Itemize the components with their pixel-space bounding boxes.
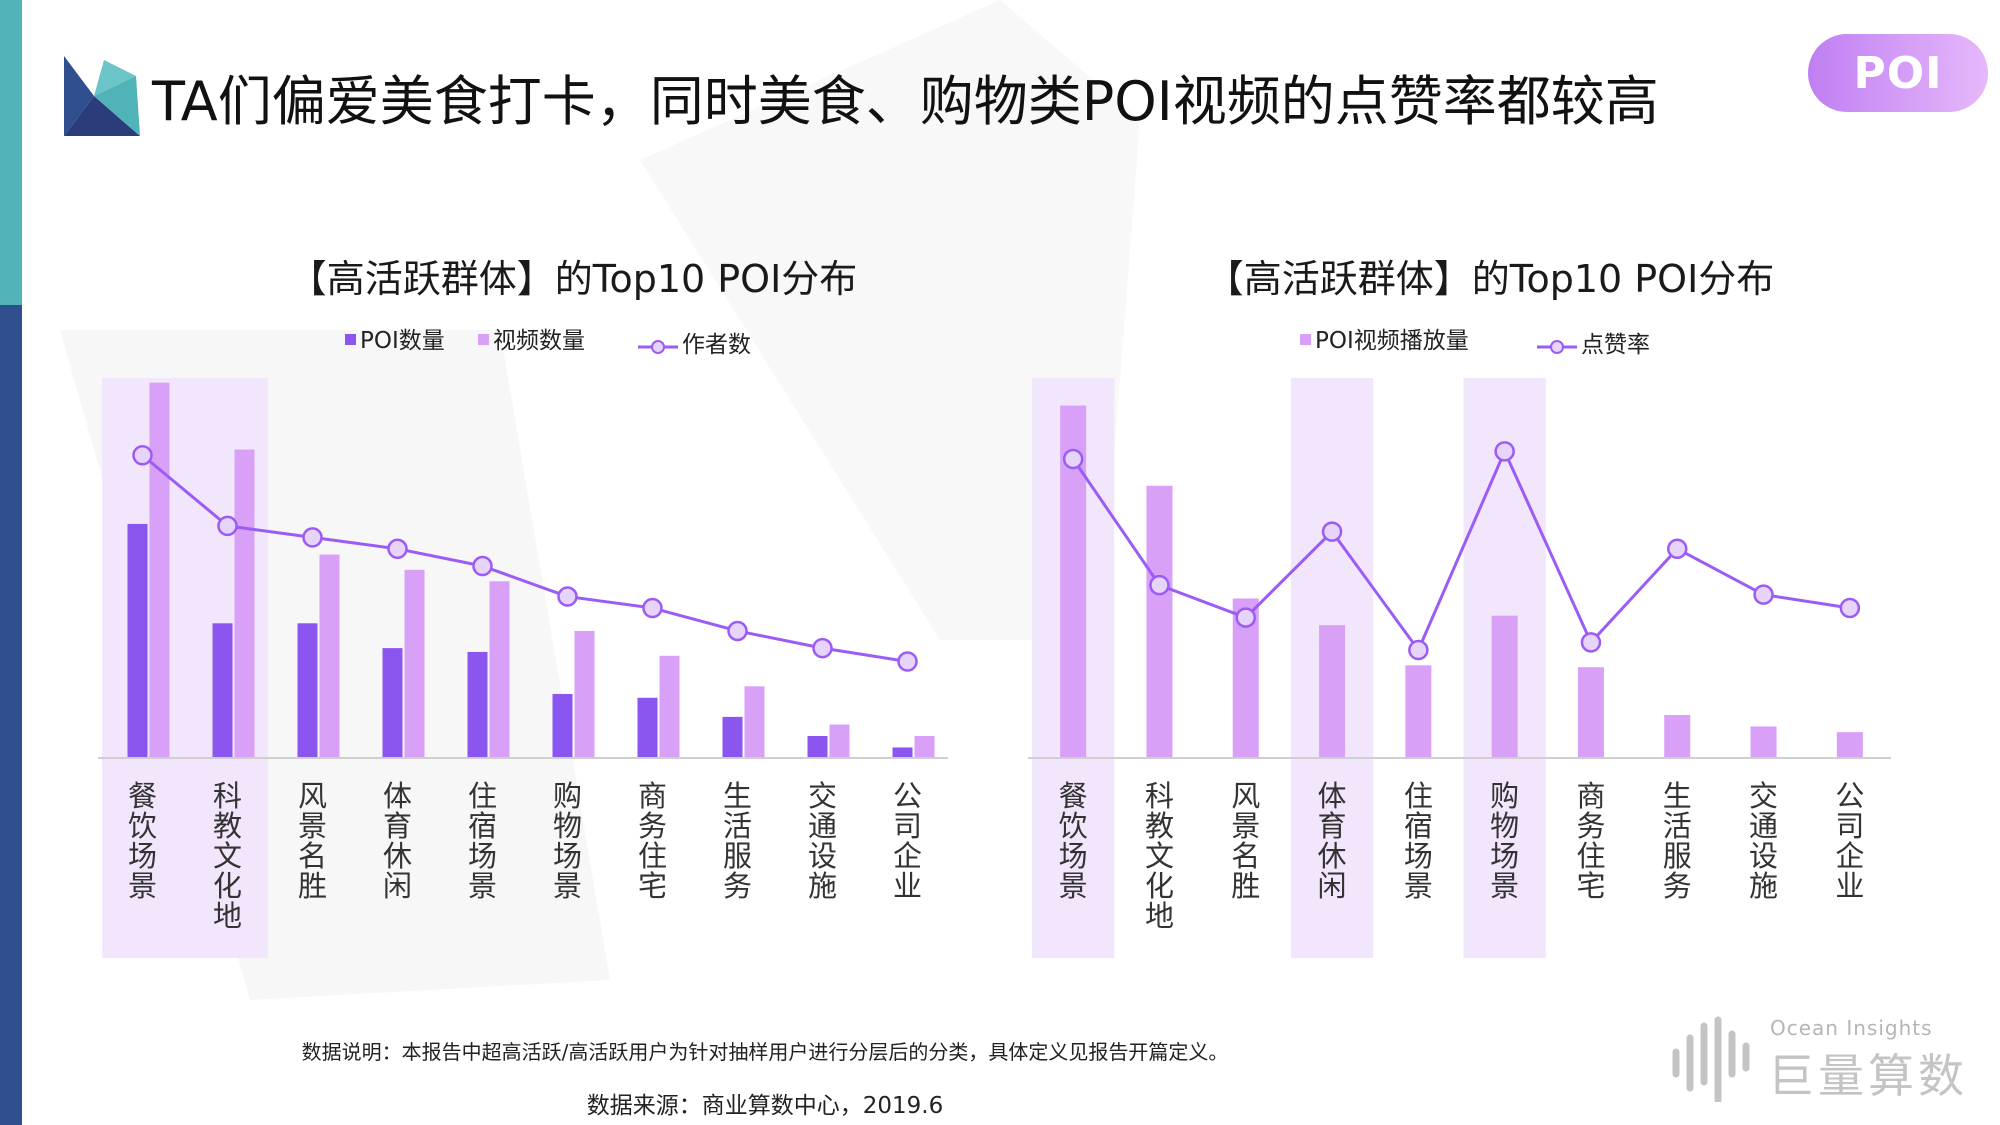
accent-stripe-navy [0, 305, 22, 1125]
bar-POI视频播放量-交通设施 [1750, 726, 1777, 757]
bar-POI视频播放量-体育休闲 [1319, 625, 1346, 757]
data-footnote: 数据说明：本报告中超高活跃/高活跃用户为针对抽样用户进行分层后的分类，具体定义见… [301, 1040, 1229, 1064]
bar-视频数量-住宿场景 [489, 581, 510, 757]
bar-POI数量-科教文化地 [212, 623, 233, 757]
poi-badge: POI [1808, 34, 1988, 112]
bar-POI数量-体育休闲 [382, 648, 403, 757]
brand-logo-icon [64, 56, 140, 136]
point-作者数-餐饮场景 [132, 444, 153, 466]
legend-marker [1550, 340, 1564, 354]
bar-POI数量-住宿场景 [467, 651, 488, 757]
category-label-风景名胜: 风景名胜 [1231, 779, 1260, 903]
legend-swatch [478, 334, 489, 345]
point-作者数-生活服务 [727, 620, 748, 642]
bar-视频数量-体育休闲 [404, 569, 425, 757]
legend-label: 作者数 [682, 332, 751, 358]
point-作者数-交通设施 [812, 637, 833, 659]
point-点赞率-公司企业 [1839, 597, 1861, 619]
category-label-生活服务: 生活服务 [723, 779, 752, 903]
bar-POI数量-购物场景 [552, 693, 573, 757]
legend-marker [651, 340, 665, 354]
point-点赞率-住宿场景 [1408, 639, 1429, 661]
point-点赞率-生活服务 [1667, 538, 1688, 560]
point-点赞率-交通设施 [1753, 584, 1774, 605]
legend-swatch [345, 334, 356, 345]
point-作者数-公司企业 [897, 651, 918, 672]
legend-swatch [1300, 334, 1311, 345]
point-点赞率-餐饮场景 [1062, 448, 1084, 470]
point-点赞率-购物场景 [1494, 441, 1515, 462]
bar-POI视频播放量-商务住宅 [1577, 667, 1604, 757]
bar-视频数量-商务住宅 [659, 655, 680, 757]
category-label-住宿场景: 住宿场景 [1404, 779, 1433, 903]
bar-POI视频播放量-住宿场景 [1405, 665, 1432, 757]
line-作者数 [141, 454, 908, 663]
category-label-公司企业: 公司企业 [893, 779, 922, 903]
point-作者数-购物场景 [557, 586, 578, 607]
category-label-住宿场景: 住宿场景 [468, 779, 497, 903]
bar-视频数量-生活服务 [744, 686, 765, 757]
bar-POI视频播放量-公司企业 [1836, 732, 1863, 757]
legend-label: 点赞率 [1581, 332, 1650, 358]
point-点赞率-风景名胜 [1235, 607, 1256, 628]
bar-POI视频播放量-购物场景 [1491, 615, 1518, 757]
category-label-餐饮场景: 餐饮场景 [1059, 779, 1088, 903]
brand-chinese-name: 巨量算数 [1768, 1049, 1968, 1103]
page-title: TA们偏爱美食打卡，同时美食、购物类POI视频的点赞率都较高 [152, 70, 1659, 133]
category-label-购物场景: 购物场景 [553, 779, 582, 903]
category-label-交通设施: 交通设施 [1749, 779, 1778, 903]
data-source: 数据来源：商业算数中心，2019.6 [586, 1093, 944, 1119]
point-点赞率-体育休闲 [1321, 521, 1343, 542]
chart-title: 【高活跃群体】的Top10 POI分布 [1206, 257, 1775, 301]
accent-stripe-teal [0, 0, 22, 305]
point-点赞率-商务住宅 [1580, 632, 1602, 653]
category-label-餐饮场景: 餐饮场景 [128, 779, 157, 903]
bar-POI视频播放量-生活服务 [1664, 714, 1691, 757]
bar-视频数量-科教文化地 [234, 449, 255, 757]
chart-title: 【高活跃群体】的Top10 POI分布 [289, 257, 858, 301]
category-label-商务住宅: 商务住宅 [1576, 779, 1605, 903]
category-label-体育休闲: 体育休闲 [1318, 779, 1347, 903]
category-label-风景名胜: 风景名胜 [298, 779, 327, 903]
legend-label: POI数量 [360, 328, 445, 354]
point-作者数-商务住宅 [642, 597, 663, 619]
point-作者数-科教文化地 [217, 515, 238, 537]
bar-POI数量-交通设施 [807, 735, 828, 757]
legend-label: POI视频播放量 [1315, 328, 1469, 354]
category-label-生活服务: 生活服务 [1663, 779, 1692, 903]
bar-POI数量-生活服务 [722, 716, 743, 757]
category-label-科教文化地: 科教文化地 [1145, 779, 1174, 933]
category-label-公司企业: 公司企业 [1835, 779, 1864, 903]
bar-POI数量-公司企业 [892, 747, 913, 757]
category-label-购物场景: 购物场景 [1490, 779, 1519, 903]
brand-english-name: Ocean Insights [1770, 1016, 1933, 1040]
line-点赞率 [1071, 449, 1851, 652]
bar-视频数量-交通设施 [829, 724, 850, 757]
bar-POI数量-风景名胜 [297, 623, 318, 757]
category-label-交通设施: 交通设施 [808, 779, 837, 903]
bar-视频数量-购物场景 [574, 630, 595, 757]
bar-视频数量-公司企业 [914, 735, 935, 757]
bar-POI数量-商务住宅 [637, 697, 658, 757]
category-label-体育休闲: 体育休闲 [383, 779, 412, 903]
bar-视频数量-餐饮场景 [149, 382, 170, 757]
ocean-insights-logo-icon [1672, 1016, 1750, 1102]
category-label-科教文化地: 科教文化地 [213, 779, 242, 933]
category-label-商务住宅: 商务住宅 [638, 779, 667, 903]
point-作者数-风景名胜 [302, 527, 323, 548]
legend-label: 视频数量 [493, 328, 585, 354]
bar-视频数量-风景名胜 [319, 554, 340, 757]
point-作者数-住宿场景 [472, 555, 493, 577]
bar-POI视频播放量-科教文化地 [1146, 485, 1173, 757]
bar-POI数量-餐饮场景 [127, 523, 148, 757]
point-点赞率-科教文化地 [1149, 574, 1170, 596]
point-作者数-体育休闲 [387, 538, 408, 560]
